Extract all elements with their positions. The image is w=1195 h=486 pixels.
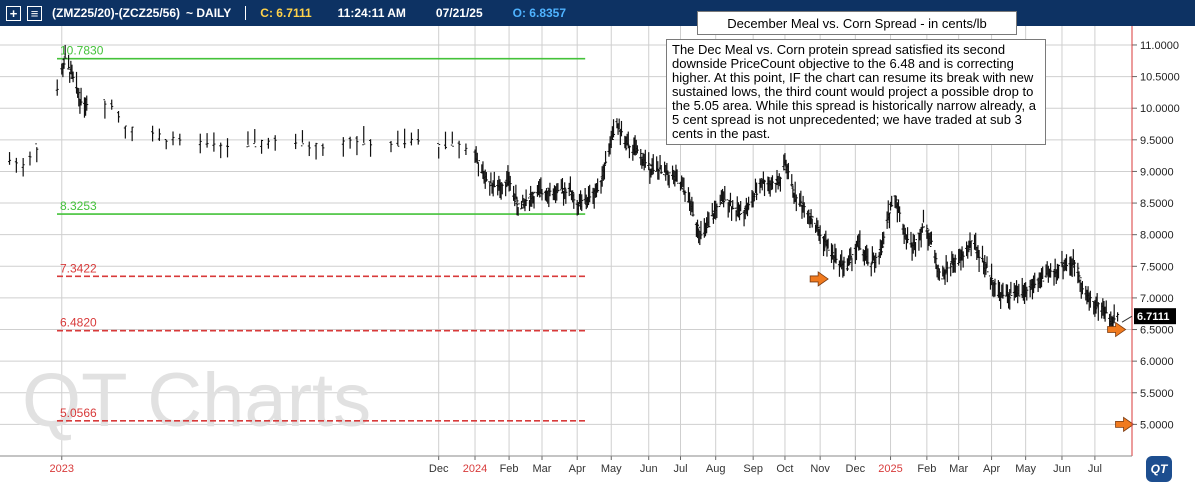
y-tick-label: 9.0000 xyxy=(1140,166,1174,178)
annotation-text: The Dec Meal vs. Corn protein spread sat… xyxy=(666,39,1046,145)
x-tick-label: Jul xyxy=(1088,463,1102,475)
y-tick-label: 7.0000 xyxy=(1140,293,1174,305)
x-tick-label: Apr xyxy=(569,463,586,475)
last-price-pointer xyxy=(1121,315,1133,323)
x-tick-label: May xyxy=(601,463,622,475)
arrow-icon xyxy=(1107,321,1127,338)
x-tick-label: Feb xyxy=(500,463,519,475)
arrow-icon xyxy=(1115,416,1135,433)
x-tick-label: Jun xyxy=(1053,463,1071,475)
x-tick-label: Aug xyxy=(706,463,726,475)
pricecount-level-label: 5.0566 xyxy=(60,406,97,420)
x-tick-label: Jun xyxy=(640,463,658,475)
last-price-label: 6.7111 xyxy=(1137,311,1169,323)
x-tick-label: Sep xyxy=(743,463,763,475)
x-tick-label: Oct xyxy=(776,463,793,475)
pricecount-level-label: 6.4820 xyxy=(60,316,97,330)
y-tick-label: 11.0000 xyxy=(1140,40,1179,52)
x-tick-label: Mar xyxy=(533,463,552,475)
open-price: O: 6.8357 xyxy=(512,6,567,20)
y-tick-label: 9.5000 xyxy=(1140,135,1174,147)
menu-icon[interactable]: ≡ xyxy=(27,5,42,21)
symbol-label[interactable]: (ZMZ25/20)-(ZCZ25/56) xyxy=(52,6,181,20)
annotation-title: December Meal vs. Corn Spread - in cents… xyxy=(697,11,1017,35)
y-tick-label: 8.0000 xyxy=(1140,230,1174,242)
period-label[interactable]: ~ DAILY xyxy=(186,6,232,20)
pricecount-level-label: 7.3422 xyxy=(60,261,97,275)
x-tick-label: Nov xyxy=(810,463,830,475)
y-tick-label: 10.0000 xyxy=(1140,103,1180,115)
date-label: 07/21/25 xyxy=(435,6,483,20)
y-tick-label: 6.0000 xyxy=(1140,356,1174,368)
pricecount-level-label: 10.7830 xyxy=(60,44,104,58)
x-tick-label: Dec xyxy=(429,463,449,475)
close-price: C: 6.7111 xyxy=(260,6,312,20)
x-tick-label: Mar xyxy=(949,463,968,475)
y-tick-label: 8.5000 xyxy=(1140,198,1174,210)
pricecount-level-label: 8.3253 xyxy=(60,199,97,213)
watermark: QT Charts xyxy=(22,358,371,443)
qt-logo: QT xyxy=(1146,456,1172,482)
x-tick-label: May xyxy=(1015,463,1036,475)
x-tick-label: Feb xyxy=(917,463,936,475)
y-tick-label: 7.5000 xyxy=(1140,261,1174,273)
y-tick-label: 10.5000 xyxy=(1140,72,1180,84)
x-tick-label: Apr xyxy=(983,463,1000,475)
y-tick-label: 5.0000 xyxy=(1140,419,1174,431)
time-label: 11:24:11 AM xyxy=(337,6,406,20)
x-tick-label: 2025 xyxy=(878,463,902,475)
arrow-icon xyxy=(809,271,829,287)
x-tick-label: 2023 xyxy=(50,463,74,475)
toolbar-divider xyxy=(245,6,247,20)
last-price-box xyxy=(1134,308,1176,325)
x-tick-label: Jul xyxy=(673,463,687,475)
x-tick-label: 2024 xyxy=(463,463,487,475)
x-tick-label: Dec xyxy=(846,463,866,475)
y-tick-label: 6.5000 xyxy=(1140,325,1174,337)
y-tick-label: 5.5000 xyxy=(1140,388,1174,400)
plus-icon[interactable]: + xyxy=(6,5,21,21)
